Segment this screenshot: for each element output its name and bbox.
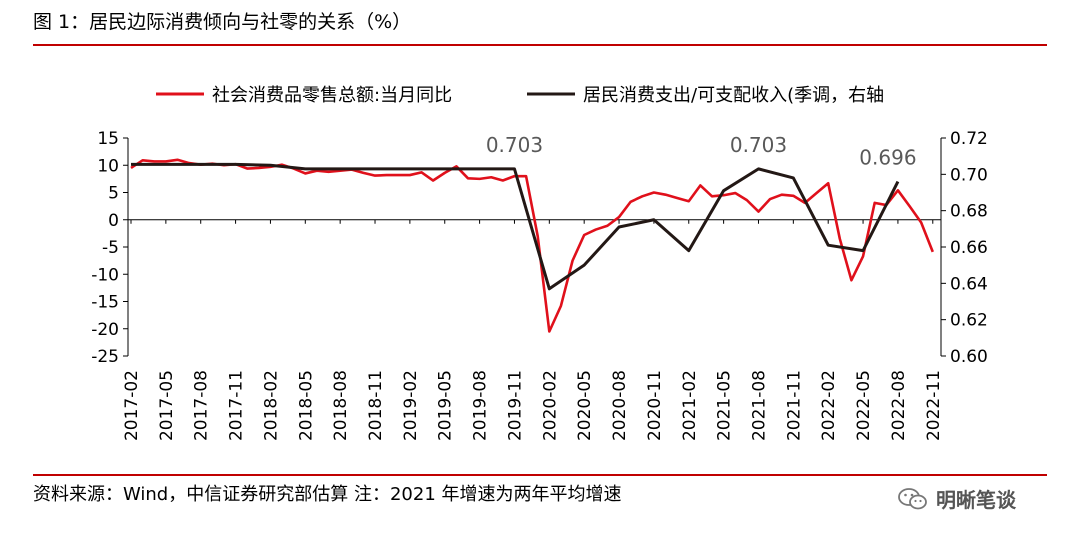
legend-label-retail: 社会消费品零售总额:当月同比 xyxy=(212,85,452,106)
x-tick-label: 2017-11 xyxy=(227,370,247,441)
y-left-tick-label: 0 xyxy=(108,211,119,231)
y-left-tick-label: -20 xyxy=(91,320,119,340)
x-tick-label: 2019-08 xyxy=(471,370,491,441)
line-chart: 社会消费品零售总额:当月同比 居民消费支出/可支配收入(季调，右轴 15 10 5 0 -… xyxy=(91,85,988,441)
y-left-tick-label: 5 xyxy=(108,184,119,204)
x-tick-label: 2022-05 xyxy=(854,370,874,441)
y-left-tick-label: -25 xyxy=(91,347,119,367)
chart-annotations: 0.703 0.703 0.696 xyxy=(486,133,917,170)
source-note: 资料来源：Wind，中信证券研究部估算 注：2021 年增速为两年平均增速 xyxy=(33,484,622,505)
x-tick-label: 2021-05 xyxy=(715,370,735,441)
value-annotation: 0.696 xyxy=(859,146,916,170)
chart-series xyxy=(130,158,934,333)
y-left-tick-label: -10 xyxy=(91,265,119,285)
brand-name: 明晰笔谈 xyxy=(936,488,1016,512)
x-tick-label: 2017-05 xyxy=(157,370,177,441)
legend-label-ratio: 居民消费支出/可支配收入(季调，右轴 xyxy=(583,85,884,106)
figure-title: 图 1：居民边际消费倾向与社零的关系（%） xyxy=(33,11,412,33)
top-rule xyxy=(33,44,1047,46)
x-tick-label: 2020-08 xyxy=(610,370,630,441)
brand-watermark: 明晰笔谈 xyxy=(898,484,1016,513)
x-tick-label: 2018-02 xyxy=(261,370,281,441)
x-tick-label: 2019-05 xyxy=(436,370,456,441)
x-tick-label: 2021-02 xyxy=(680,370,700,441)
chart-legend: 社会消费品零售总额:当月同比 居民消费支出/可支配收入(季调，右轴 xyxy=(156,85,884,106)
x-tick-label: 2022-08 xyxy=(889,370,909,441)
chart-ticks: 15 10 5 0 -5 -10 -15 -20 -25 0.72 0.70 0.68 0.66 0.64… xyxy=(91,129,988,441)
x-tick-label: 2020-05 xyxy=(575,370,595,441)
consumption-ratio-line xyxy=(131,162,900,291)
x-tick-label: 2019-02 xyxy=(401,370,421,441)
x-tick-label: 2019-11 xyxy=(505,370,525,441)
x-tick-label: 2018-11 xyxy=(366,370,386,441)
x-tick-label: 2018-05 xyxy=(296,370,316,441)
y-right-tick-label: 0.62 xyxy=(950,311,988,331)
retail-sales-yoy-line xyxy=(130,158,934,333)
x-tick-label: 2017-08 xyxy=(192,370,212,441)
wechat-icon xyxy=(898,487,927,509)
value-annotation: 0.703 xyxy=(730,133,787,157)
y-right-tick-label: 0.64 xyxy=(950,274,988,294)
bottom-rule xyxy=(33,474,1047,476)
x-tick-label: 2022-02 xyxy=(819,370,839,441)
x-tick-label: 2020-02 xyxy=(540,370,560,441)
y-right-tick-label: 0.70 xyxy=(950,165,988,185)
x-tick-label: 2020-11 xyxy=(645,370,665,441)
x-tick-label: 2021-08 xyxy=(749,370,769,441)
y-left-tick-label: 15 xyxy=(97,129,119,149)
x-tick-label: 2022-11 xyxy=(924,370,944,441)
y-right-tick-label: 0.66 xyxy=(950,238,988,258)
x-tick-label: 2021-11 xyxy=(784,370,804,441)
y-right-tick-label: 0.60 xyxy=(950,347,988,367)
y-left-tick-label: -5 xyxy=(102,238,119,258)
y-left-tick-label: 10 xyxy=(97,156,119,176)
value-annotation: 0.703 xyxy=(486,133,543,157)
x-tick-label: 2018-08 xyxy=(331,370,351,441)
y-left-tick-label: -15 xyxy=(91,293,119,313)
x-tick-label: 2017-02 xyxy=(122,370,142,441)
y-right-tick-label: 0.72 xyxy=(950,129,988,149)
chart-axes xyxy=(127,138,942,356)
y-right-tick-label: 0.68 xyxy=(950,202,988,222)
